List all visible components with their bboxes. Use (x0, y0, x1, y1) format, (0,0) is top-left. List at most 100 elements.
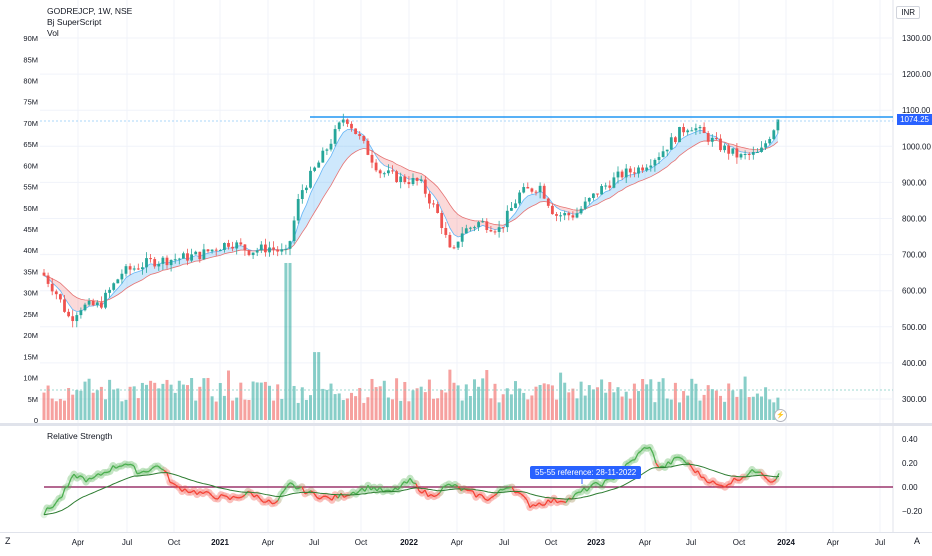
volume-bar (100, 387, 103, 420)
volume-bar (543, 383, 546, 420)
candle-body (682, 127, 685, 132)
rs-line-segment (413, 483, 416, 484)
volume-bar (207, 378, 210, 420)
volume-axis-label: 50M (23, 204, 38, 213)
volume-bar (518, 389, 521, 420)
volume-bar (682, 391, 685, 420)
candle-body (555, 214, 558, 216)
volume-title[interactable]: Vol (47, 28, 132, 39)
candle-body (654, 160, 657, 166)
volume-bar (305, 400, 308, 420)
volume-bar (88, 379, 91, 420)
volume-bar (477, 387, 480, 420)
candle-body (531, 188, 534, 191)
indicator-title[interactable]: Bj SuperScript (47, 17, 132, 28)
volume-bar (293, 386, 296, 420)
candle-body (444, 228, 447, 235)
volume-axis-label: 55M (23, 183, 38, 192)
volume-bar (399, 401, 402, 420)
volume-bar (317, 352, 320, 420)
volume-bar (166, 380, 169, 420)
auto-scale-button[interactable]: A (914, 536, 920, 546)
candle-body (485, 221, 488, 230)
volume-bar (768, 399, 771, 420)
volume-bar (580, 382, 583, 420)
volume-bar (129, 387, 132, 420)
volume-bar (358, 388, 361, 420)
candle-body (145, 258, 148, 267)
candle-body (207, 249, 210, 251)
price-chart[interactable]: 1300.001200.001100.001000.00900.00800.00… (0, 0, 932, 423)
volume-bar (715, 391, 718, 420)
rs-line-segment (221, 495, 224, 496)
volume-bar (625, 392, 628, 420)
volume-bar (153, 383, 156, 420)
volume-bar (260, 383, 263, 420)
candle-body (387, 170, 390, 173)
time-axis-label: 2023 (587, 538, 605, 547)
candle-body (203, 249, 206, 259)
symbol-title[interactable]: GODREJCP, 1W, NSE (47, 6, 132, 17)
price-axis-label: 1300.00 (902, 34, 931, 43)
price-axis-label: 300.00 (902, 395, 927, 404)
candle-body (547, 199, 550, 206)
rs-line-segment (143, 471, 146, 472)
lightning-icon[interactable]: ⚡ (774, 409, 787, 422)
rs-line-segment (224, 496, 227, 497)
candle-body (182, 253, 185, 258)
candle-body (588, 198, 591, 202)
volume-bar (313, 352, 316, 420)
volume-bar (51, 399, 54, 420)
volume-bar (379, 386, 382, 420)
volume-bar (268, 386, 271, 420)
candle-body (141, 267, 144, 269)
volume-axis-label: 75M (23, 98, 38, 107)
candle-body (67, 312, 70, 316)
volume-bar (526, 399, 529, 420)
volume-bar (161, 384, 164, 420)
relative-strength-chart[interactable]: 0.400.200.00−0.20 (0, 426, 932, 532)
candle-body (227, 243, 230, 247)
volume-bar (764, 387, 767, 420)
volume-bar (424, 392, 427, 420)
candle-body (465, 228, 468, 233)
rs-title[interactable]: Relative Strength (47, 431, 112, 441)
candle-body (399, 176, 402, 182)
candle-body (231, 247, 234, 249)
candle-body (748, 154, 751, 155)
rs-line-segment (644, 448, 647, 449)
volume-bar (473, 379, 476, 420)
volume-bar (420, 387, 423, 420)
candle-body (162, 258, 165, 264)
volume-bar (637, 391, 640, 420)
volume-bar (174, 393, 177, 420)
volume-bar (55, 401, 58, 420)
volume-bar (301, 387, 304, 420)
candle-body (727, 146, 730, 154)
volume-bar (703, 395, 706, 420)
volume-axis-label: 90M (23, 34, 38, 43)
candle-body (510, 208, 513, 211)
rs-line-segment (470, 490, 473, 491)
candle-body (551, 206, 554, 214)
candle-body (772, 130, 775, 139)
candle-body (535, 192, 538, 193)
candle-body (84, 305, 87, 311)
candle-body (59, 294, 62, 299)
candle-body (699, 127, 702, 128)
trend-cloud (470, 220, 474, 232)
volume-bar (489, 398, 492, 420)
volume-axis-label: 5M (28, 395, 38, 404)
candle-body (715, 138, 718, 139)
volume-bar (194, 401, 197, 420)
volume-bar (571, 389, 574, 420)
volume-axis-label: 45M (23, 225, 38, 234)
volume-bar (723, 402, 726, 420)
candle-body (248, 250, 251, 255)
zoom-button[interactable]: Z (5, 536, 11, 546)
volume-bar (338, 393, 341, 420)
currency-button[interactable]: INR (896, 6, 920, 19)
